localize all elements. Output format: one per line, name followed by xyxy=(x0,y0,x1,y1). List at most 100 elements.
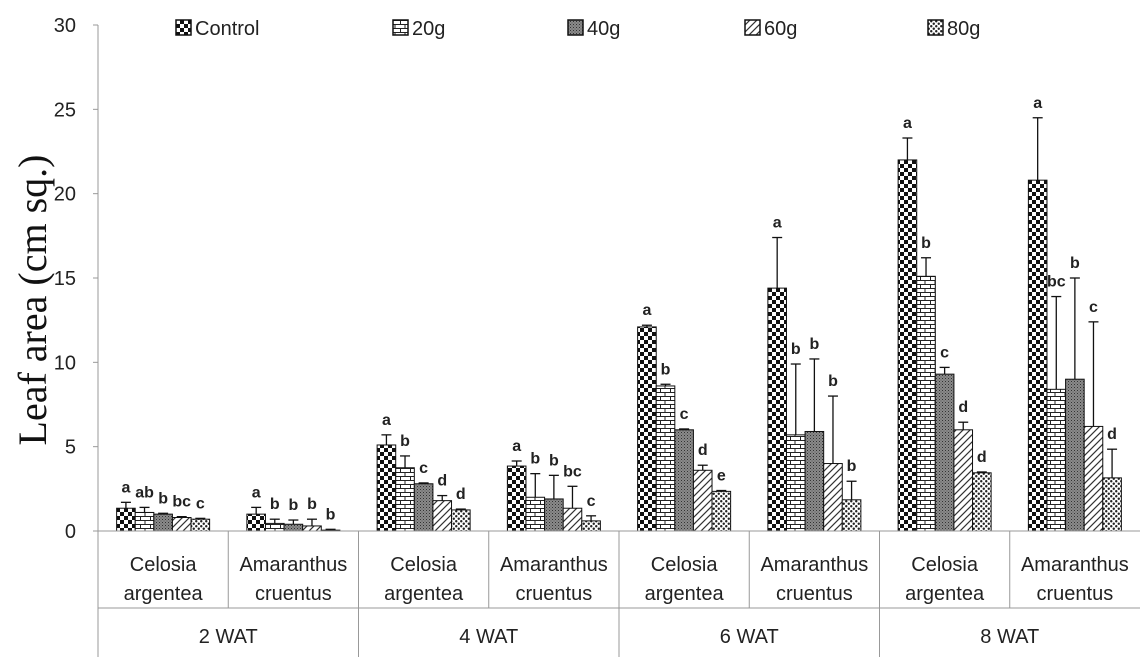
y-tick-label: 20 xyxy=(54,184,76,206)
y-tick-label: 25 xyxy=(54,99,76,121)
significance-label: d xyxy=(977,449,987,466)
y-tick-label: 5 xyxy=(65,437,76,459)
bar-control xyxy=(506,465,527,532)
significance-label: a xyxy=(773,215,782,232)
category-label: cruentus xyxy=(776,583,853,605)
bar-control xyxy=(376,444,397,532)
significance-label: c xyxy=(419,460,428,477)
bar-control xyxy=(637,326,657,532)
y-tick-label: 30 xyxy=(54,15,76,37)
legend-label: 40g xyxy=(587,18,620,40)
significance-label: a xyxy=(903,115,912,132)
significance-label: b xyxy=(530,451,540,468)
group-label: 2 WAT xyxy=(199,626,258,648)
bar-40g xyxy=(674,429,694,532)
bar-60g xyxy=(1083,425,1104,532)
category-label: Amaranthus xyxy=(760,554,868,576)
category-label: Celosia xyxy=(130,554,198,576)
group-label: 8 WAT xyxy=(980,626,1039,648)
significance-label: a xyxy=(1033,95,1042,112)
bar-60g xyxy=(823,463,843,532)
y-tick-label: 15 xyxy=(54,268,76,290)
bar-20g xyxy=(525,496,546,532)
bar-80g xyxy=(841,499,862,532)
bar-control xyxy=(246,513,266,532)
significance-label: d xyxy=(958,399,968,416)
significance-label: bc xyxy=(172,494,191,511)
significance-label: a xyxy=(121,479,130,496)
significance-label: b xyxy=(1070,255,1080,272)
significance-label: b xyxy=(549,452,559,469)
category-label: Celosia xyxy=(911,554,979,576)
legend-swatch xyxy=(175,19,192,36)
significance-label: b xyxy=(288,497,298,514)
significance-label: a xyxy=(512,438,521,455)
legend-label: 80g xyxy=(947,18,980,40)
category-label: argentea xyxy=(124,583,204,605)
significance-label: b xyxy=(326,506,336,523)
significance-label: c xyxy=(940,344,949,361)
bar-40g xyxy=(283,523,304,532)
bar-20g xyxy=(134,511,155,532)
significance-label: e xyxy=(717,468,726,485)
significance-label: a xyxy=(382,412,391,429)
category-label: Amaranthus xyxy=(239,554,347,576)
significance-label: b xyxy=(921,235,931,252)
legend-label: 60g xyxy=(764,18,797,40)
y-tick-label: 10 xyxy=(54,352,76,374)
significance-label: b xyxy=(158,490,168,507)
y-axis-label: Leaf area (cm sq.) xyxy=(10,155,55,446)
bar-60g xyxy=(171,517,192,532)
x-axis: Celosia argentea Amaranthus cruentus Celosia… xyxy=(98,530,1140,657)
significance-label: ab xyxy=(135,484,154,501)
significance-label: a xyxy=(252,484,261,501)
significance-label: bc xyxy=(563,463,582,480)
bar-control xyxy=(116,507,136,532)
bar-20g xyxy=(395,467,415,532)
group-label: 4 WAT xyxy=(459,626,518,648)
bar-60g xyxy=(302,525,322,532)
y-tick-label: 0 xyxy=(65,521,76,543)
category-label: Amaranthus xyxy=(500,554,608,576)
bar-40g xyxy=(413,483,434,532)
bar-60g xyxy=(692,469,713,532)
legend-label: 20g xyxy=(412,18,445,40)
category-label: argentea xyxy=(905,583,985,605)
significance-label: d xyxy=(1107,426,1117,443)
bar-80g xyxy=(581,520,601,532)
significance-label: d xyxy=(437,473,447,490)
significance-label: b xyxy=(661,361,671,378)
bar-20g xyxy=(916,275,936,532)
significance-label: b xyxy=(400,433,410,450)
y-axis: 0 5 10 15 20 25 30 xyxy=(54,15,99,657)
category-label: Amaranthus xyxy=(1021,554,1129,576)
significance-label: b xyxy=(847,458,857,475)
bar-control xyxy=(897,159,918,532)
significance-label: d xyxy=(456,486,466,503)
bar-20g xyxy=(264,522,285,532)
significance-label: c xyxy=(680,406,689,423)
category-label: argentea xyxy=(645,583,725,605)
bar-40g xyxy=(1065,378,1085,532)
category-label: cruentus xyxy=(255,583,332,605)
bar-60g xyxy=(432,500,453,532)
legend: Control 20g 40g 60g 80g xyxy=(175,18,980,40)
bar-40g xyxy=(544,498,564,532)
bar-control xyxy=(767,287,787,532)
significance-label: b xyxy=(270,496,280,513)
bar-40g xyxy=(804,430,825,532)
significance-label: c xyxy=(196,495,205,512)
bar-20g xyxy=(655,385,676,532)
significance-label: c xyxy=(1089,299,1098,316)
legend-swatch xyxy=(392,19,409,36)
bar-40g xyxy=(934,373,955,532)
bar-80g xyxy=(711,490,732,532)
category-label: Celosia xyxy=(651,554,719,576)
significance-label: bc xyxy=(1047,274,1066,291)
category-label: cruentus xyxy=(516,583,593,605)
group-label: 6 WAT xyxy=(720,626,779,648)
significance-label: c xyxy=(587,493,596,510)
significance-label: b xyxy=(828,373,838,390)
